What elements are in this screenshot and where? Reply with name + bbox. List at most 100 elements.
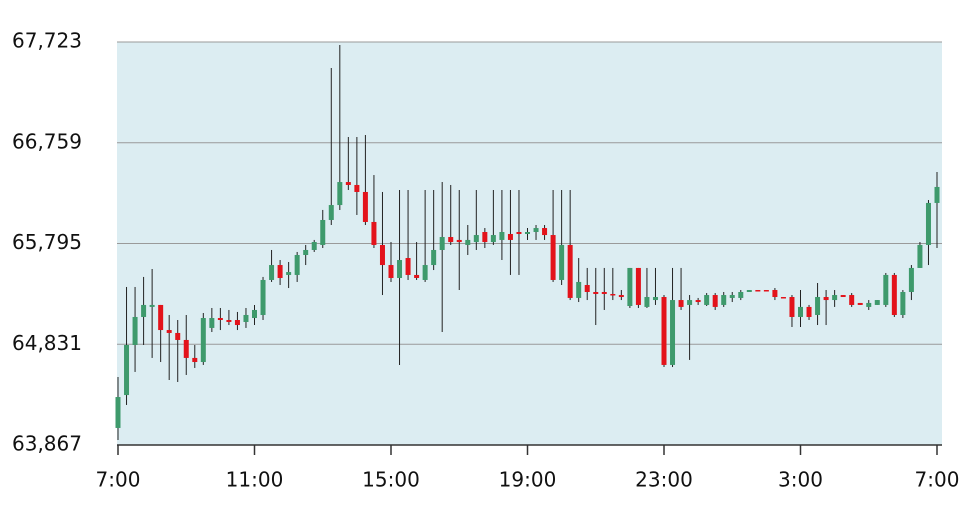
y-tick-label: 63,867	[12, 432, 82, 456]
candle-body	[815, 297, 821, 315]
candle-body	[209, 318, 215, 328]
candle-body	[414, 274, 420, 278]
candle-body	[891, 274, 897, 315]
candle-body	[286, 272, 292, 275]
candle-body	[269, 265, 275, 280]
candle-body	[849, 295, 855, 305]
candle-body	[525, 232, 530, 234]
candle-body	[234, 320, 240, 326]
candle-body	[252, 309, 257, 319]
candle-body	[934, 186, 940, 203]
candle-body	[371, 221, 377, 245]
candle-body	[303, 249, 309, 255]
x-tick-label: 7:00	[96, 468, 141, 492]
candle-body	[124, 344, 130, 396]
candle-body	[260, 279, 266, 315]
candle-body	[465, 239, 471, 245]
candle-body	[610, 293, 616, 296]
candle-body	[832, 295, 838, 301]
candle-body	[379, 244, 385, 266]
x-tick-label: 7:00	[915, 468, 960, 492]
candle-body	[823, 297, 829, 301]
candle-body	[490, 235, 496, 243]
candle-body	[217, 318, 223, 321]
candle-body	[687, 300, 693, 305]
candle-body	[473, 235, 479, 243]
candle-body	[925, 202, 931, 245]
candle-body	[908, 267, 914, 292]
candle-body	[772, 290, 778, 298]
candle-body	[294, 254, 300, 275]
candle-body	[644, 297, 650, 307]
candle-body	[499, 232, 505, 240]
candle-body	[115, 397, 121, 428]
x-tick-label: 19:00	[499, 468, 557, 492]
candle-body	[780, 297, 786, 299]
candle-body	[320, 219, 326, 245]
candle-body	[729, 295, 735, 298]
y-tick-label: 66,759	[12, 129, 82, 153]
y-tick-label: 64,831	[12, 331, 82, 355]
candle-body	[226, 320, 232, 322]
candle-body	[559, 244, 565, 280]
candle-body	[550, 235, 556, 280]
candle-body	[183, 339, 189, 358]
candle-body	[388, 265, 394, 278]
candle-body	[277, 265, 283, 278]
candle-body	[721, 295, 727, 305]
x-tick-label: 11:00	[226, 468, 284, 492]
candle-body	[738, 291, 744, 298]
candle-body	[712, 295, 718, 307]
candle-body	[652, 297, 658, 301]
candle-body	[158, 304, 164, 331]
candle-body	[448, 237, 454, 243]
candle-body	[874, 300, 880, 305]
candle-body	[576, 281, 582, 298]
candle-body	[132, 316, 138, 345]
candle-body	[192, 357, 198, 363]
candle-body	[635, 267, 641, 305]
candle-body	[670, 300, 676, 365]
candle-body	[755, 290, 761, 292]
candle-body	[618, 295, 624, 298]
candle-body	[516, 232, 522, 234]
candle-body	[601, 291, 607, 294]
candle-body	[661, 297, 667, 365]
candle-body	[362, 191, 368, 222]
candle-body	[627, 267, 633, 306]
candle-body	[345, 182, 351, 185]
x-tick-label: 15:00	[362, 468, 420, 492]
candle-body	[200, 318, 206, 363]
candle-body	[405, 258, 411, 275]
candle-body	[763, 290, 769, 292]
candle-body	[678, 300, 684, 307]
candle-body	[584, 284, 590, 292]
candle-body	[746, 290, 752, 292]
candle-body	[456, 239, 462, 243]
candle-body	[311, 242, 317, 250]
candle-body	[439, 237, 445, 250]
candle-body	[806, 306, 812, 317]
candle-body	[354, 184, 360, 192]
candle-body	[857, 302, 863, 305]
candle-body	[337, 182, 343, 206]
candle-body	[840, 295, 846, 298]
x-tick-label: 3:00	[778, 468, 823, 492]
candle-body	[431, 249, 437, 266]
candle-body	[141, 304, 147, 317]
candle-body	[243, 314, 249, 322]
candle-body	[798, 306, 803, 317]
candle-body	[866, 302, 872, 307]
y-tick-label: 67,723	[12, 29, 82, 53]
candle-body	[507, 233, 513, 240]
candle-body	[789, 297, 795, 317]
candle-body	[166, 330, 172, 333]
x-tick-label: 23:00	[635, 468, 693, 492]
candle-body	[328, 205, 334, 220]
candle-body	[917, 244, 923, 268]
candle-body	[422, 265, 428, 280]
candle-body	[695, 300, 701, 303]
candle-body	[704, 295, 710, 305]
y-tick-label: 65,795	[12, 230, 82, 254]
